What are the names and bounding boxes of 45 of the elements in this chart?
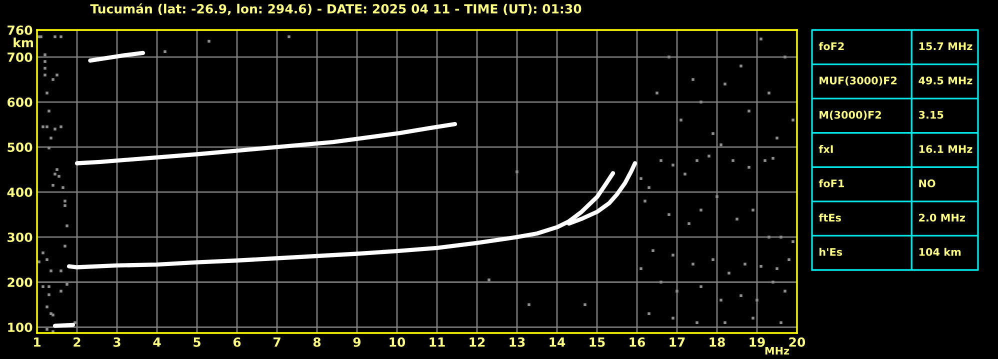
x-tick-label: 4 bbox=[153, 338, 161, 347]
y-tick-label: 200 bbox=[8, 278, 32, 288]
y-tick-label: 600 bbox=[8, 98, 32, 107]
chart-title: Tucumán (lat: -26.9, lon: 294.6) - DATE: 2025 04 11 - TIME (UT): 01:30 bbox=[90, 3, 582, 16]
x-tick-label: 15 bbox=[590, 338, 605, 347]
text: 3.15 bbox=[918, 110, 944, 119]
x-tick-label: 7 bbox=[273, 338, 280, 347]
x-tick-label: 6 bbox=[233, 337, 241, 347]
text: 16.1 MHz bbox=[919, 145, 972, 154]
x-axis-title: MHz bbox=[765, 346, 790, 355]
x-tick-label: 20 bbox=[789, 337, 806, 347]
text: fxI bbox=[818, 144, 833, 153]
text: NO bbox=[919, 179, 936, 188]
x-tick-label: 19 bbox=[750, 337, 765, 347]
y-axis-title: km bbox=[14, 38, 33, 48]
text: 15.7 MHz bbox=[919, 42, 972, 50]
x-tick-label: 3 bbox=[113, 337, 120, 347]
y-tick-label: 400 bbox=[7, 188, 32, 198]
text: 49.5 MHz bbox=[918, 76, 972, 84]
text: h'Es bbox=[820, 248, 842, 256]
x-tick-label: 17 bbox=[670, 338, 685, 347]
x-tick-label: 13 bbox=[510, 337, 525, 347]
text: MUF(3000)F2 bbox=[820, 76, 897, 86]
y-tick-label: 300 bbox=[8, 232, 32, 242]
x-tick-label: 2 bbox=[74, 337, 80, 347]
x-tick-label: 9 bbox=[353, 337, 361, 347]
y-tick-label: 500 bbox=[8, 142, 32, 152]
x-tick-label: 12 bbox=[470, 337, 485, 347]
text: ftEs bbox=[818, 214, 841, 222]
x-tick-label: 16 bbox=[630, 337, 646, 347]
x-tick-label: 5 bbox=[194, 338, 200, 347]
y-tick-label: 100 bbox=[8, 322, 32, 332]
x-tick-label: 18 bbox=[710, 337, 725, 347]
text: M(3000)F2 bbox=[820, 110, 881, 120]
y-tick-label: 700 bbox=[8, 52, 32, 62]
x-tick-label: 8 bbox=[313, 337, 321, 347]
x-tick-label: 11 bbox=[430, 338, 445, 347]
x-tick-label: 10 bbox=[390, 337, 406, 347]
text: foF2 bbox=[818, 42, 844, 50]
y-tick-label: 760 bbox=[8, 25, 32, 35]
text: foF1 bbox=[818, 179, 844, 188]
x-tick-label: 14 bbox=[550, 338, 566, 347]
x-tick-label: 1 bbox=[34, 338, 40, 347]
text: 2.0 MHz bbox=[919, 214, 965, 222]
text: 104 km bbox=[919, 248, 961, 256]
